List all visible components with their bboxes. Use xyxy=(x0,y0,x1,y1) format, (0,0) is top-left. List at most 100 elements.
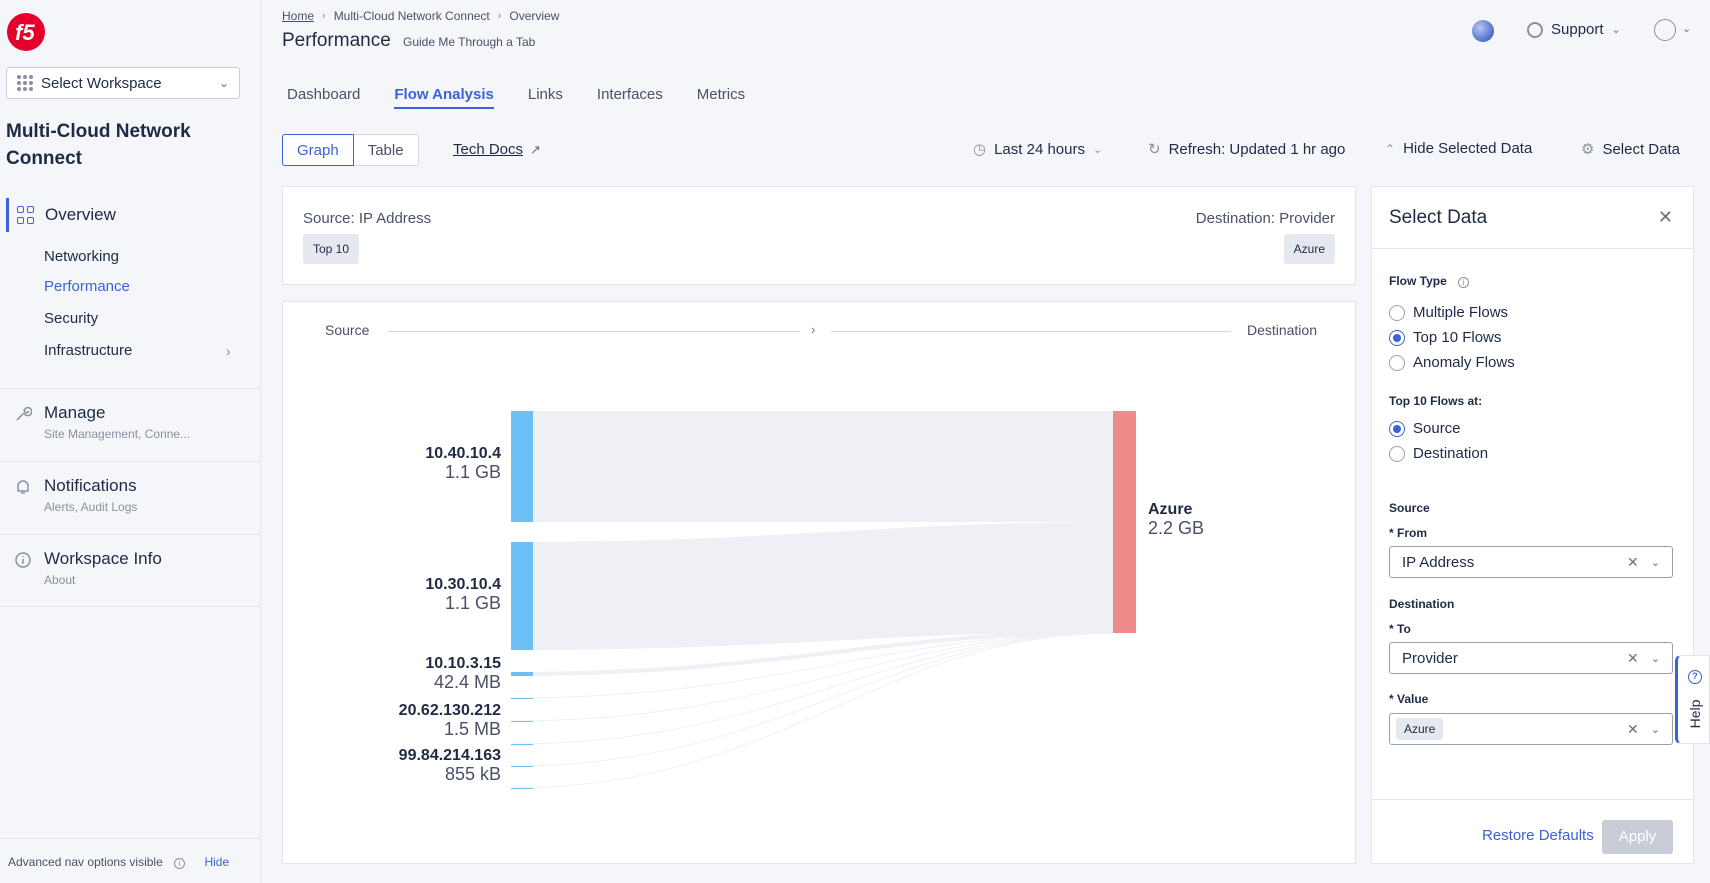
question-icon: ? xyxy=(1688,670,1702,684)
f5-logo[interactable]: f5 xyxy=(6,12,46,52)
info-icon[interactable]: i xyxy=(1458,277,1470,288)
source-node[interactable] xyxy=(511,542,533,650)
tab-dashboard[interactable]: Dashboard xyxy=(287,86,361,103)
graph-button[interactable]: Graph xyxy=(282,134,354,166)
support-menu[interactable]: Support ⌄ xyxy=(1527,21,1621,38)
hide-selected-data-button[interactable]: ⌃ Hide Selected Data xyxy=(1385,140,1532,157)
tech-docs-link[interactable]: Tech Docs xyxy=(453,141,524,158)
time-range-select[interactable]: ◷ Last 24 hours ⌄ xyxy=(973,140,1102,159)
source-header: Source xyxy=(325,322,370,338)
destination-chip: Azure xyxy=(1283,234,1335,264)
select-data-panel: Select Data ✕ Flow Type i Multiple Flows… xyxy=(1371,186,1694,864)
radio-button[interactable] xyxy=(1389,445,1405,462)
page-title: Performance xyxy=(282,30,391,51)
sidebar-section-workspace-info[interactable]: Workspace Info About xyxy=(0,534,260,607)
restore-defaults-button[interactable]: Restore Defaults xyxy=(1482,827,1594,844)
flow-link[interactable] xyxy=(511,632,1114,789)
sidebar-item-networking[interactable]: Networking xyxy=(44,248,120,265)
flow-type-text: Flow Type xyxy=(1389,274,1447,288)
svg-text:f5: f5 xyxy=(15,20,35,45)
from-label: * From xyxy=(1389,526,1428,540)
breadcrumb: Home › Multi-Cloud Network Connect › Ove… xyxy=(282,9,559,23)
source-node[interactable] xyxy=(511,698,533,699)
source-node[interactable] xyxy=(511,411,533,522)
radio-button[interactable] xyxy=(1389,329,1405,346)
sidebar-item-overview[interactable]: Overview xyxy=(0,198,260,232)
source-node[interactable] xyxy=(511,744,533,745)
source-node[interactable] xyxy=(511,672,533,676)
sidebar-item-infrastructure[interactable]: Infrastructure xyxy=(44,342,133,359)
radio-button[interactable] xyxy=(1389,304,1405,321)
refresh-icon: ↻ xyxy=(1148,141,1161,158)
flow-link[interactable] xyxy=(511,632,1114,722)
radio-button[interactable] xyxy=(1389,420,1405,437)
flow-link[interactable] xyxy=(512,522,1113,650)
tab-links[interactable]: Links xyxy=(527,86,563,103)
radio-anomaly-flows[interactable]: Anomaly Flows xyxy=(1389,354,1515,371)
breadcrumb-item[interactable]: Multi-Cloud Network Connect xyxy=(333,9,490,23)
flow-link[interactable] xyxy=(511,632,1114,745)
clear-icon[interactable]: ✕ xyxy=(1627,553,1639,570)
clear-icon[interactable]: ✕ xyxy=(1627,649,1639,666)
source-node[interactable] xyxy=(511,788,533,789)
chevron-down-icon[interactable]: ⌄ xyxy=(1650,556,1660,569)
globe-icon[interactable] xyxy=(1472,20,1494,42)
chevron-down-icon[interactable]: ⌄ xyxy=(1650,652,1660,665)
table-button[interactable]: Table xyxy=(353,134,419,166)
sidebar-item-security[interactable]: Security xyxy=(44,310,99,327)
chevron-down-icon: ⌄ xyxy=(218,76,229,90)
destination-node[interactable] xyxy=(1113,411,1136,633)
section-subtitle: Site Management, Conne... xyxy=(44,427,191,441)
source-node[interactable] xyxy=(511,721,533,722)
sidebar-section-manage[interactable]: Manage Site Management, Conne... xyxy=(0,388,260,461)
guide-link[interactable]: Guide Me Through a Tab xyxy=(403,35,536,49)
flow-link[interactable] xyxy=(511,632,1114,767)
source-node-label: 20.62.130.212 1.5 MB xyxy=(301,702,501,738)
breadcrumb-home[interactable]: Home xyxy=(282,9,315,23)
sidebar-item-performance[interactable]: Performance xyxy=(44,278,130,295)
apply-button[interactable]: Apply xyxy=(1602,820,1673,854)
refresh-button[interactable]: ↻ Refresh: Updated 1 hr ago xyxy=(1148,140,1345,159)
close-icon[interactable]: ✕ xyxy=(1657,207,1673,227)
select-data-label: Select Data xyxy=(1602,140,1680,158)
divider xyxy=(0,838,260,839)
tab-interfaces[interactable]: Interfaces xyxy=(596,86,663,103)
chevron-down-icon[interactable]: ⌄ xyxy=(1650,723,1660,736)
flow-link[interactable] xyxy=(511,630,1114,676)
destination-header: Destination xyxy=(1246,322,1317,338)
section-subtitle: Alerts, Audit Logs xyxy=(44,500,138,514)
grid-icon xyxy=(17,75,33,91)
radio-destination[interactable]: Destination xyxy=(1389,445,1488,462)
hide-link[interactable]: Hide xyxy=(204,855,230,869)
to-select[interactable]: Provider ✕ ⌄ xyxy=(1389,642,1673,674)
sidebar-section-notifications[interactable]: Notifications Alerts, Audit Logs xyxy=(0,461,260,534)
destination-node-label: Azure 2.2 GB xyxy=(1148,501,1204,537)
source-node[interactable] xyxy=(511,766,533,767)
flow-link[interactable] xyxy=(511,632,1114,699)
external-link-icon: ↗ xyxy=(530,142,541,157)
radio-source[interactable]: Source xyxy=(1389,420,1461,437)
radio-button[interactable] xyxy=(1389,354,1405,371)
clear-icon[interactable]: ✕ xyxy=(1627,720,1639,737)
radio-multiple-flows[interactable]: Multiple Flows xyxy=(1389,304,1508,321)
divider xyxy=(1372,248,1693,249)
value-chip[interactable]: Azure xyxy=(1396,718,1444,740)
bell-icon xyxy=(14,478,32,496)
tab-metrics[interactable]: Metrics xyxy=(696,86,746,103)
chevron-down-icon[interactable]: ⌄ xyxy=(1682,23,1692,35)
tab-flow-analysis[interactable]: Flow Analysis xyxy=(394,86,494,109)
section-subtitle: About xyxy=(44,573,76,587)
value-label: * Value xyxy=(1389,692,1429,706)
workspace-select[interactable]: Select Workspace ⌄ xyxy=(6,67,240,99)
user-icon[interactable] xyxy=(1654,19,1676,41)
help-tab[interactable]: ? Help xyxy=(1675,655,1710,744)
select-data-button[interactable]: ⚙ Select Data xyxy=(1581,140,1680,159)
chevron-right-icon: › xyxy=(811,322,816,337)
radio-top10-flows[interactable]: Top 10 Flows xyxy=(1389,329,1501,346)
from-select[interactable]: IP Address ✕ ⌄ xyxy=(1389,546,1673,578)
sliders-icon: ⚙ xyxy=(1581,141,1595,158)
value-select[interactable]: Azure ✕ ⌄ xyxy=(1389,713,1673,745)
flow-link[interactable] xyxy=(512,411,1113,522)
chevron-right-icon: › xyxy=(322,10,326,22)
filter-summary: Source: IP Address Top 10 Destination: P… xyxy=(282,186,1356,285)
